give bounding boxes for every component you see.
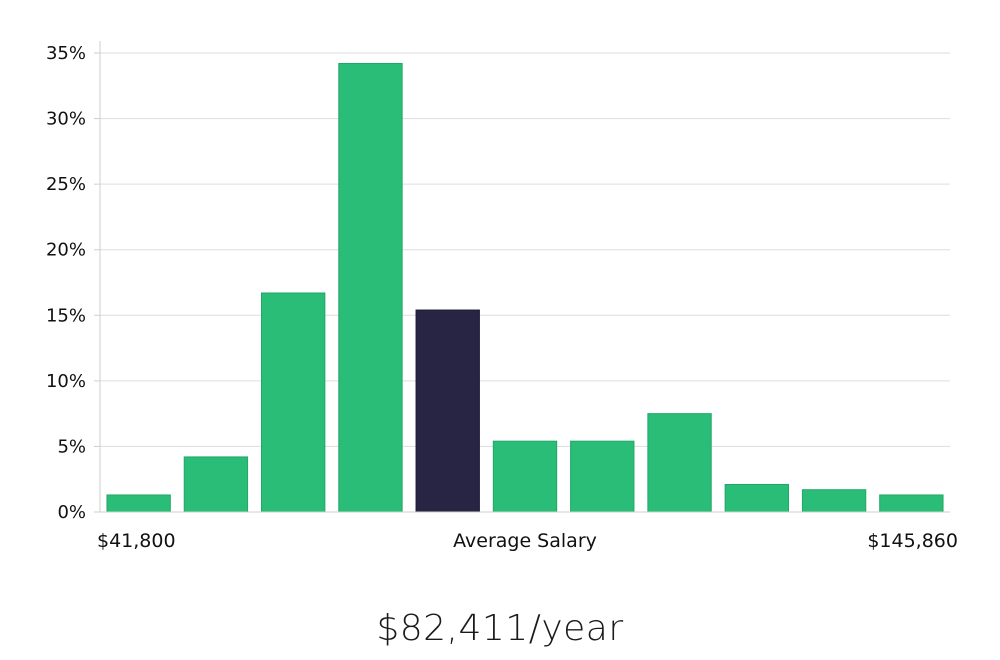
average-salary-value: $82,411/year <box>376 608 624 649</box>
y-tick-label: 25% <box>46 174 86 195</box>
axes <box>94 41 950 513</box>
y-tick-label: 10% <box>46 371 86 392</box>
histogram-svg: 0% 5% 10% 15% 20% 25% 30% 35% $41,800 Average S… <box>46 41 958 552</box>
histogram-bar <box>647 413 712 513</box>
histogram-bar <box>570 440 635 513</box>
histogram-bar <box>338 62 403 513</box>
histogram-bar <box>724 483 789 513</box>
bars <box>106 62 944 513</box>
histogram-bar <box>492 440 558 513</box>
tick-labels: 0% 5% 10% 15% 20% 25% 30% 35% <box>46 43 86 523</box>
x-center-label: Average Salary <box>453 530 597 552</box>
y-tick-label: 35% <box>46 43 86 64</box>
histogram-bar <box>801 489 867 513</box>
y-tick-label: 15% <box>46 305 86 326</box>
histogram-bar <box>261 292 326 513</box>
x-min-label: $41,800 <box>97 530 176 552</box>
histogram-bar <box>183 456 249 513</box>
histogram-bar-average <box>415 309 480 513</box>
x-max-label: $145,860 <box>867 530 958 552</box>
y-tick-label: 30% <box>46 109 86 130</box>
gridlines <box>100 52 950 447</box>
histogram-bar <box>106 494 171 513</box>
y-tick-label: 0% <box>57 502 86 523</box>
y-tick-label: 20% <box>46 240 86 261</box>
histogram-bar <box>879 494 944 513</box>
salary-histogram: 0% 5% 10% 15% 20% 25% 30% 35% $41,800 Average S… <box>46 41 958 552</box>
y-tick-label: 5% <box>57 436 86 457</box>
